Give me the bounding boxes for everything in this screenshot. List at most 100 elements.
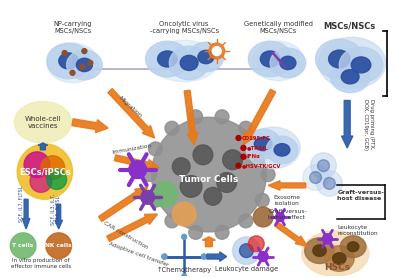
- FancyArrow shape: [38, 143, 48, 150]
- Circle shape: [241, 154, 246, 159]
- FancyArrow shape: [108, 89, 154, 138]
- Ellipse shape: [246, 127, 300, 169]
- Text: Oncolytic virus
-carrying MSCs/NSCs: Oncolytic virus -carrying MSCs/NSCs: [150, 21, 219, 34]
- Text: Whole-cell
vaccines: Whole-cell vaccines: [25, 116, 61, 129]
- Circle shape: [189, 110, 202, 124]
- Ellipse shape: [341, 70, 359, 84]
- Circle shape: [162, 254, 167, 259]
- Circle shape: [189, 225, 202, 239]
- Text: NP-carrying
MSCs/NSCs: NP-carrying MSCs/NSCs: [53, 21, 92, 34]
- Text: Immunization: Immunization: [112, 143, 152, 155]
- Text: Tumor Cells: Tumor Cells: [179, 175, 239, 184]
- Circle shape: [310, 172, 322, 183]
- Text: CAR construction: CAR construction: [102, 221, 148, 250]
- Ellipse shape: [270, 48, 306, 78]
- Circle shape: [322, 234, 332, 244]
- Circle shape: [212, 47, 221, 56]
- Circle shape: [239, 121, 253, 135]
- Ellipse shape: [318, 37, 386, 89]
- Circle shape: [318, 160, 330, 172]
- Circle shape: [47, 170, 67, 189]
- Circle shape: [80, 64, 85, 69]
- Circle shape: [17, 144, 73, 199]
- Circle shape: [201, 254, 206, 259]
- Ellipse shape: [260, 51, 280, 67]
- Circle shape: [276, 213, 284, 222]
- Text: ↑Chemotherapy: ↑Chemotherapy: [156, 266, 212, 272]
- FancyArrow shape: [114, 155, 160, 171]
- Text: Exosome
isolation: Exosome isolation: [274, 195, 301, 206]
- Circle shape: [165, 121, 179, 135]
- Circle shape: [162, 254, 167, 259]
- Circle shape: [204, 187, 222, 205]
- FancyArrow shape: [98, 187, 148, 222]
- Ellipse shape: [59, 53, 78, 69]
- Text: NK cells: NK cells: [45, 243, 72, 248]
- Text: SCF, IL3, IL7,
IL15, FLTSL: SCF, IL3, IL7, IL15, FLTSL: [50, 193, 61, 225]
- Ellipse shape: [313, 245, 326, 256]
- Text: T cells: T cells: [12, 243, 34, 248]
- Circle shape: [70, 70, 75, 75]
- Text: IFNα: IFNα: [247, 154, 260, 159]
- Ellipse shape: [351, 57, 371, 73]
- Circle shape: [41, 156, 65, 180]
- Ellipse shape: [170, 46, 209, 80]
- Ellipse shape: [302, 231, 369, 276]
- Circle shape: [182, 234, 187, 239]
- Ellipse shape: [330, 61, 370, 93]
- Ellipse shape: [47, 43, 90, 79]
- Ellipse shape: [324, 246, 354, 271]
- Ellipse shape: [198, 50, 214, 64]
- Ellipse shape: [249, 41, 292, 77]
- FancyArrow shape: [22, 199, 30, 229]
- Circle shape: [255, 193, 269, 207]
- Circle shape: [223, 150, 243, 170]
- Circle shape: [233, 237, 260, 264]
- Ellipse shape: [274, 144, 290, 156]
- Circle shape: [241, 145, 246, 150]
- Circle shape: [88, 60, 93, 65]
- Text: ●TRAIL: ●TRAIL: [247, 145, 268, 150]
- Text: Graft-versus-
host disease: Graft-versus- host disease: [337, 190, 384, 201]
- Circle shape: [255, 142, 269, 156]
- Ellipse shape: [252, 41, 304, 81]
- Ellipse shape: [14, 101, 71, 143]
- Ellipse shape: [245, 129, 281, 159]
- Text: Leukocyte
reconstitution: Leukocyte reconstitution: [337, 225, 378, 236]
- Text: ESCs/iPSCs: ESCs/iPSCs: [19, 167, 71, 176]
- Ellipse shape: [305, 238, 334, 264]
- Circle shape: [24, 152, 50, 178]
- Ellipse shape: [188, 42, 224, 72]
- FancyArrow shape: [207, 252, 227, 261]
- Text: Genetically modified
MSCs/NSCs: Genetically modified MSCs/NSCs: [243, 21, 312, 34]
- Circle shape: [82, 49, 87, 54]
- FancyArrow shape: [275, 222, 308, 247]
- Circle shape: [215, 110, 229, 124]
- Text: Adoptive cell transfer: Adoptive cell transfer: [108, 242, 170, 268]
- Ellipse shape: [266, 136, 298, 164]
- Circle shape: [324, 178, 335, 189]
- Circle shape: [46, 233, 71, 259]
- Circle shape: [182, 274, 187, 278]
- Circle shape: [249, 236, 264, 252]
- Ellipse shape: [146, 41, 189, 77]
- Circle shape: [239, 244, 253, 257]
- Text: SCF, IL7, FLTSL: SCF, IL7, FLTSL: [19, 186, 24, 222]
- Circle shape: [253, 207, 273, 227]
- Circle shape: [180, 175, 202, 197]
- FancyArrow shape: [202, 237, 216, 247]
- Circle shape: [141, 190, 154, 204]
- Circle shape: [129, 161, 146, 178]
- Circle shape: [310, 153, 336, 178]
- Circle shape: [172, 158, 190, 175]
- Ellipse shape: [329, 50, 350, 68]
- Ellipse shape: [339, 47, 383, 83]
- Text: Graft-versus-
tumor effect: Graft-versus- tumor effect: [268, 209, 307, 220]
- Text: Drug priming (PTX,
DOX, CD19pr, GCB): Drug priming (PTX, DOX, CD19pr, GCB): [363, 99, 374, 150]
- Circle shape: [152, 117, 266, 232]
- Circle shape: [236, 163, 241, 168]
- Ellipse shape: [67, 50, 102, 80]
- Ellipse shape: [340, 236, 366, 257]
- FancyArrow shape: [268, 181, 306, 190]
- Ellipse shape: [254, 137, 272, 151]
